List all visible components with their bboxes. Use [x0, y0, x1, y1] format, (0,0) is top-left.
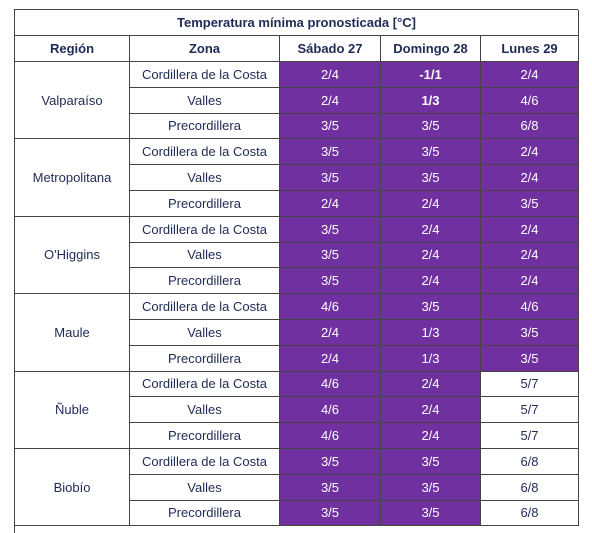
zone: Cordillera de la Costa: [130, 449, 280, 475]
forecast-cell: 3/5: [280, 216, 381, 243]
forecast-cell: 5/7: [481, 423, 579, 449]
zone: Cordillera de la Costa: [130, 216, 280, 243]
forecast-cell: 2/4: [481, 62, 579, 88]
column-header: Sábado 27: [280, 36, 381, 62]
forecast-cell: 2/4: [381, 191, 481, 217]
forecast-cell: 3/5: [381, 294, 481, 320]
region: O'Higgins: [15, 216, 130, 295]
forecast-cell: 2/4: [381, 423, 481, 449]
forecast-cell: 2/4: [481, 216, 579, 243]
forecast-cell: 4/6: [481, 294, 579, 320]
forecast-cell: 3/5: [381, 474, 481, 501]
forecast-cell: 4/6: [280, 294, 381, 320]
zone: Valles: [130, 165, 280, 191]
forecast-cell: 3/5: [280, 449, 381, 475]
column-header: Región: [15, 36, 130, 62]
forecast-cell: 2/4: [381, 268, 481, 295]
forecast-cell: 6/8: [481, 449, 579, 475]
zone: Valles: [130, 474, 280, 501]
column-header: Domingo 28: [381, 36, 481, 62]
zone: Cordillera de la Costa: [130, 62, 280, 88]
forecast-cell: 6/8: [481, 113, 579, 140]
zone: Cordillera de la Costa: [130, 139, 280, 166]
forecast-cell: 4/6: [280, 371, 381, 398]
forecast-cell: 3/5: [280, 139, 381, 166]
table: Temperatura mínima pronosticada [°C] Regi…: [14, 9, 579, 533]
forecast-cell: 3/5: [381, 139, 481, 166]
forecast-cell: 3/5: [481, 191, 579, 217]
forecast-cell: 2/4: [481, 139, 579, 166]
column-header: Zona: [130, 36, 280, 62]
forecast-cell: 2/4: [381, 216, 481, 243]
forecast-cell: 4/6: [280, 423, 381, 449]
zone: Valles: [130, 87, 280, 114]
forecast-cell: 2/4: [280, 345, 381, 372]
forecast-cell: 2/4: [280, 62, 381, 88]
region: Ñuble: [15, 371, 130, 449]
forecast-cell: 3/5: [280, 113, 381, 140]
forecast-cell: 1/3: [381, 345, 481, 372]
forecast-cell: 3/5: [280, 268, 381, 295]
forecast-cell: 2/4: [280, 87, 381, 114]
zone: Valles: [130, 397, 280, 424]
zone: Precordillera: [130, 113, 280, 140]
zone: Precordillera: [130, 500, 280, 527]
zone: Precordillera: [130, 345, 280, 372]
forecast-cell: 3/5: [280, 165, 381, 191]
zone: Precordillera: [130, 191, 280, 217]
forecast-cell: -1/1: [381, 62, 481, 88]
region: Maule: [15, 294, 130, 372]
forecast-cell: 1/3: [381, 320, 481, 346]
forecast-cell: 2/4: [481, 268, 579, 295]
forecast-cell: 5/7: [481, 371, 579, 398]
forecast-cell: 3/5: [381, 165, 481, 191]
forecast-cell: 3/5: [381, 113, 481, 140]
forecast-cell: 2/4: [280, 191, 381, 217]
forecast-cell: 6/8: [481, 500, 579, 527]
zone: Cordillera de la Costa: [130, 371, 280, 398]
region: Valparaíso: [15, 62, 130, 140]
forecast-cell: 2/4: [481, 242, 579, 269]
forecast-cell: 3/5: [381, 449, 481, 475]
forecast-cell: 3/5: [481, 320, 579, 346]
zone: Valles: [130, 242, 280, 269]
forecast-cell: 3/5: [280, 474, 381, 501]
forecast-cell: 2/4: [381, 242, 481, 269]
forecast-cell: 6/8: [481, 474, 579, 501]
forecast-cell: 2/4: [381, 371, 481, 398]
column-header: Lunes 29: [481, 36, 579, 62]
forecast-cell: 3/5: [481, 345, 579, 372]
forecast-cell: 1/3: [381, 87, 481, 114]
forecast-cell: 4/6: [481, 87, 579, 114]
title: Temperatura mínima pronosticada [°C]: [15, 10, 579, 36]
zone: Valles: [130, 320, 280, 346]
region: Biobío: [15, 449, 130, 527]
forecast-cell: 5/7: [481, 397, 579, 424]
forecast-cell: 4/6: [280, 397, 381, 424]
region: Metropolitana: [15, 139, 130, 217]
zone: Precordillera: [130, 423, 280, 449]
forecast-cell: 3/5: [381, 500, 481, 527]
forecast-cell: 3/5: [280, 242, 381, 269]
zone: Precordillera: [130, 268, 280, 295]
forecast-cell: 3/5: [280, 500, 381, 527]
forecast-cell: 2/4: [481, 165, 579, 191]
zone: Cordillera de la Costa: [130, 294, 280, 320]
forecast-cell: 2/4: [280, 320, 381, 346]
forecast-cell: 2/4: [381, 397, 481, 424]
